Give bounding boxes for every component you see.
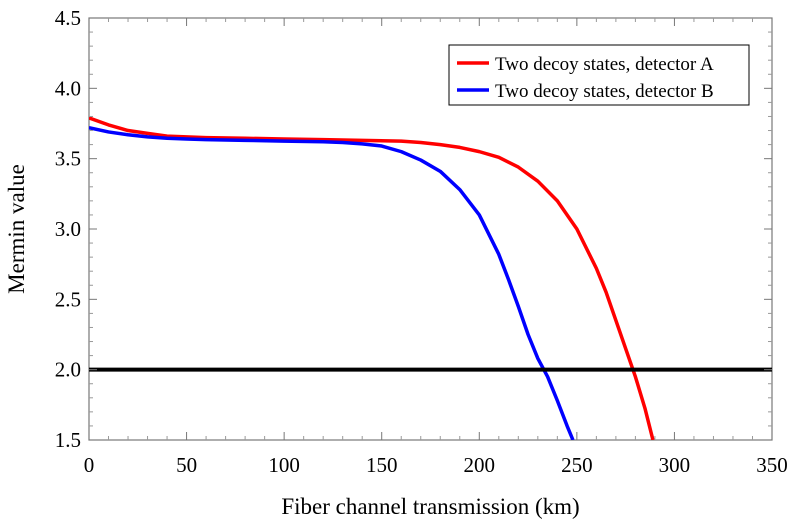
series-line-detector-b (89, 126, 575, 440)
y-tick-label: 2.5 (55, 287, 81, 311)
legend-label-detector-b: Two decoy states, detector B (495, 81, 714, 102)
x-axis-ticks: 0 50 100 150 200 250 300 350 (84, 18, 788, 477)
y-tick-label: 4.5 (55, 6, 81, 30)
y-axis-ticks: 1.5 2.0 2.5 3.0 3.5 4.0 4.5 (55, 6, 772, 452)
x-axis-title: Fiber channel transmission (km) (281, 494, 579, 519)
legend: Two decoy states, detector A Two decoy s… (448, 44, 750, 106)
y-axis-title: Mermin value (4, 164, 29, 294)
y-tick-label: 1.5 (55, 428, 81, 452)
y-tick-label: 3.5 (55, 147, 81, 171)
x-tick-label: 100 (268, 453, 300, 477)
y-tick-label: 4.0 (55, 76, 81, 100)
series-layer (89, 116, 772, 440)
series-line-detector-a (89, 116, 655, 440)
x-tick-label: 50 (176, 453, 197, 477)
legend-box (448, 44, 750, 106)
x-tick-label: 0 (84, 453, 95, 477)
x-tick-label: 250 (561, 453, 593, 477)
y-tick-label: 2.0 (55, 358, 81, 382)
legend-label-detector-a: Two decoy states, detector A (495, 54, 714, 75)
x-tick-label: 300 (659, 453, 691, 477)
x-tick-label: 350 (756, 453, 788, 477)
x-tick-label: 200 (464, 453, 496, 477)
x-tick-label: 150 (366, 453, 398, 477)
y-tick-label: 3.0 (55, 217, 81, 241)
